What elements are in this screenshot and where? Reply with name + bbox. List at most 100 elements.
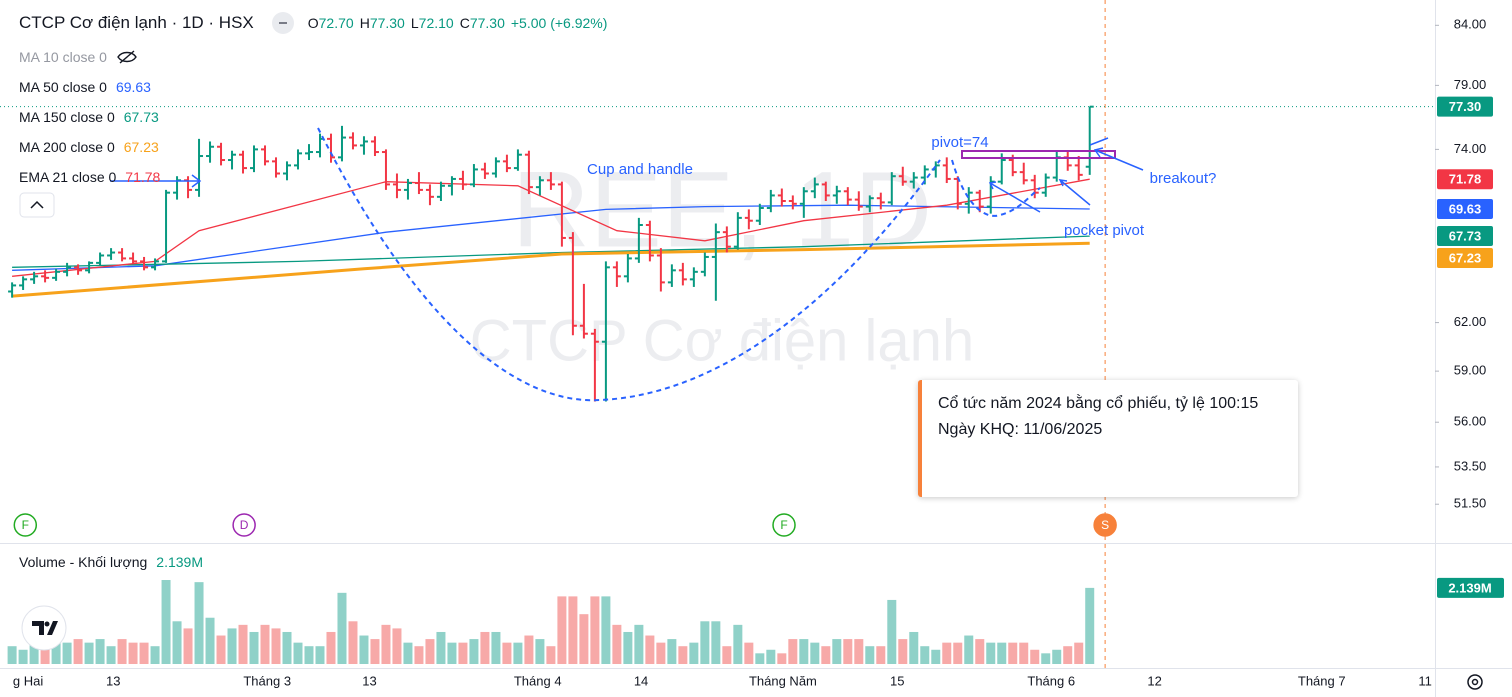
- indicator-legend: MA 10 close 0 MA 50 close 0 69.63 MA 150 cl…: [19, 42, 160, 192]
- volume-bar: [964, 635, 974, 664]
- price-label: 69.63: [1449, 201, 1482, 216]
- volume-bar: [876, 646, 886, 664]
- price-label-bg: [1437, 248, 1493, 269]
- volume-bar: [29, 642, 39, 664]
- volume-bar: [106, 646, 116, 664]
- y-tick-label: 74.00: [1454, 141, 1487, 156]
- collapse-legend-button[interactable]: [19, 192, 55, 218]
- ohlc-value: 72.10: [418, 15, 454, 31]
- x-tick-label: Tháng 3: [243, 673, 291, 688]
- volume-bar: [920, 646, 930, 664]
- volume-bar: [447, 642, 457, 664]
- volume-bar: [513, 642, 523, 664]
- volume-bar: [557, 596, 567, 664]
- volume-bar: [392, 628, 402, 664]
- volume-bar: [172, 621, 182, 664]
- y-tick-label: 53.50: [1454, 458, 1487, 473]
- price-label: 77.30: [1449, 99, 1482, 114]
- event-label: F: [780, 518, 787, 532]
- volume-bar: [722, 646, 732, 664]
- x-tick-label: Tháng 6: [1027, 673, 1075, 688]
- legend-value: 67.73: [123, 109, 159, 125]
- volume-bar: [1052, 649, 1062, 664]
- arrow: [1058, 179, 1091, 206]
- volume-bar: [744, 642, 754, 664]
- arrow: [988, 181, 1041, 213]
- volume-bar: [909, 631, 919, 664]
- event-marker: [13, 513, 38, 537]
- volume-bar: [832, 639, 842, 664]
- arrow: [1093, 147, 1144, 171]
- volume-bar: [491, 631, 501, 664]
- volume-bar: [810, 642, 820, 664]
- legend-row[interactable]: EMA 21 close 0 71.78: [19, 162, 160, 192]
- volume-value: 2.139M: [156, 554, 203, 570]
- y-tick-label: 59.00: [1454, 363, 1487, 378]
- volume-bar: [337, 592, 347, 664]
- volume-bar: [1085, 587, 1095, 664]
- volume-bar: [667, 639, 677, 664]
- volume-bar: [953, 642, 963, 664]
- volume-bar: [799, 639, 809, 664]
- event-marker: [772, 513, 796, 537]
- volume-bar: [843, 639, 853, 664]
- volume-bar: [480, 631, 490, 664]
- legend-name: MA 150 close 0: [19, 109, 115, 125]
- volume-bar: [183, 628, 193, 664]
- annotation: pivot=74: [931, 134, 988, 151]
- x-tick-label: 13: [106, 673, 120, 688]
- legend-value: 69.63: [115, 79, 151, 95]
- volume-bar: [381, 624, 391, 664]
- volume-bar: [656, 642, 666, 664]
- price-label-bg: [1437, 169, 1493, 190]
- annotation: breakout?: [1150, 170, 1217, 187]
- collapse-button[interactable]: [271, 12, 294, 34]
- pivot-box: [961, 150, 1116, 159]
- ohlc-key: O: [307, 15, 319, 31]
- cup-drawing: [317, 127, 941, 402]
- legend-value: 67.23: [123, 139, 159, 155]
- volume-bar: [975, 639, 985, 664]
- settings-icon[interactable]: [1467, 674, 1483, 690]
- legend-name: EMA 21 close 0: [19, 169, 117, 185]
- volume-bar: [128, 642, 138, 664]
- volume-legend: Volume - Khối lượng 2.139M: [19, 554, 203, 570]
- volume-bar: [755, 653, 765, 664]
- legend-row[interactable]: MA 50 close 0 69.63: [19, 72, 160, 102]
- logo-glyph: [32, 621, 58, 635]
- volume-bar: [293, 642, 303, 664]
- hidden-icon[interactable]: [116, 49, 138, 65]
- x-tick-label: 14: [634, 673, 648, 688]
- volume-bar: [700, 621, 710, 664]
- x-tick-label: Tháng 7: [1298, 673, 1346, 688]
- x-tick-label: 13: [362, 673, 376, 688]
- callout-line: Cổ tức năm 2024 bằng cổ phiếu, tỷ lệ 100…: [938, 395, 1259, 412]
- chevron: [30, 200, 44, 209]
- volume-bar: [425, 639, 435, 664]
- volume-bar: [139, 642, 149, 664]
- ohlc-value: 77.30: [369, 15, 405, 31]
- price-label-bg: [1437, 198, 1493, 219]
- moving-average-line: [12, 178, 1090, 277]
- legend-row[interactable]: MA 200 close 0 67.23: [19, 132, 160, 162]
- volume-bar: [117, 639, 127, 664]
- volume-bar: [95, 639, 105, 664]
- volume-bar: [73, 639, 83, 664]
- volume-bar: [711, 621, 721, 664]
- volume-bar: [1041, 653, 1051, 664]
- volume-bar: [777, 653, 787, 664]
- arrow: [1089, 137, 1109, 146]
- callout-line: Ngày KHQ: 11/06/2025: [938, 421, 1103, 438]
- legend-row[interactable]: MA 150 close 0 67.73: [19, 102, 160, 132]
- volume-bar: [1030, 649, 1040, 664]
- volume-bar: [766, 649, 776, 664]
- x-tick-label: 15: [890, 673, 904, 688]
- x-tick-label: 11: [1418, 673, 1432, 688]
- volume-bar: [205, 617, 215, 664]
- legend-row[interactable]: MA 10 close 0: [19, 42, 160, 72]
- x-tick-label: Tháng 4: [514, 673, 562, 688]
- y-tick-label: 79.00: [1454, 77, 1487, 92]
- volume-bar: [590, 596, 600, 664]
- y-tick-label: 62.00: [1454, 314, 1487, 329]
